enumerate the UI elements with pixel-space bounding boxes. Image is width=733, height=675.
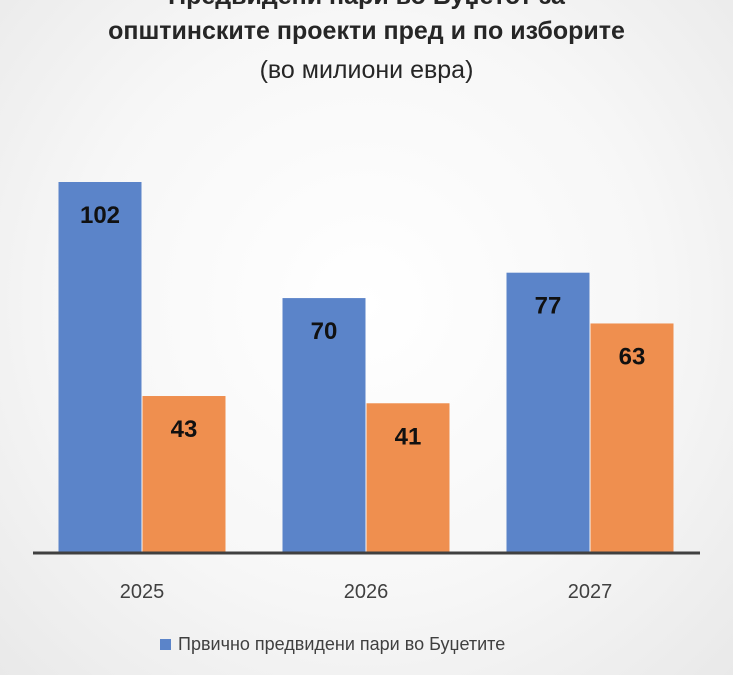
bar-2-2025 <box>142 396 226 552</box>
bar-1-2027 <box>506 272 590 552</box>
bar-1-2025 <box>58 182 142 552</box>
x-tick-label-2025: 2025 <box>120 581 165 603</box>
data-label-2-2027: 63 <box>619 343 646 370</box>
data-label-1-2025: 102 <box>80 202 120 229</box>
chart-subtitle: (во милиони евра) <box>259 56 474 84</box>
chart-title-line-2: општинските проекти пред и по изборите <box>108 17 625 45</box>
data-label-1-2027: 77 <box>535 293 562 320</box>
legend: Првично предвидени пари во Буџетите <box>160 634 505 655</box>
data-label-1-2026: 70 <box>311 318 338 345</box>
chart-title-line-1: Предвидени пари во Буџетот за <box>0 0 733 11</box>
bar-2-2026 <box>366 403 450 552</box>
data-label-2-2025: 43 <box>171 416 198 443</box>
legend-label: Првично предвидени пари во Буџетите <box>178 634 506 654</box>
bar-2-2027 <box>590 323 674 552</box>
data-label-2-2026: 41 <box>395 423 422 450</box>
legend-swatch <box>160 639 171 650</box>
bar-1-2026 <box>282 298 366 552</box>
x-tick-label-2027: 2027 <box>568 581 613 603</box>
x-tick-label-2026: 2026 <box>344 581 389 603</box>
